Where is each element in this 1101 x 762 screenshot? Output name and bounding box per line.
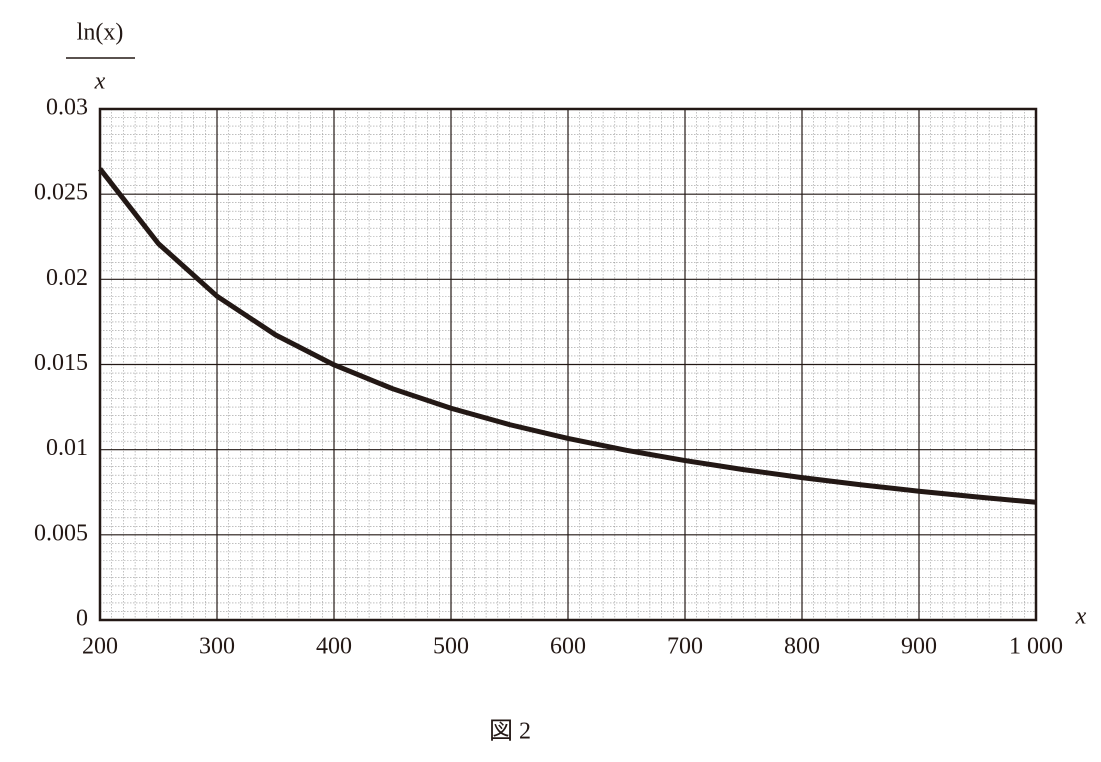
x-tick-label: 800 (784, 634, 820, 660)
x-tick-label: 700 (667, 634, 703, 660)
y-tick-label: 0.01 (46, 435, 88, 461)
caption: 図 2 (489, 719, 531, 745)
x-tick-label: 1 000 (1009, 634, 1063, 660)
y-tick-label: 0.02 (46, 265, 88, 291)
x-tick-label: 500 (433, 634, 469, 660)
y-tick-label: 0.03 (46, 95, 88, 121)
y-tick-label: 0.005 (34, 520, 88, 546)
y-tick-label: 0.015 (34, 350, 88, 376)
x-tick-label: 200 (82, 634, 118, 660)
y-tick-label: 0 (76, 606, 88, 632)
y-label-denominator: x (94, 69, 106, 95)
plot-frame (98, 107, 1038, 622)
x-tick-label: 300 (199, 634, 235, 660)
x-tick-label: 900 (901, 634, 937, 660)
y-tick-label: 0.025 (34, 180, 88, 206)
x-label: x (1075, 604, 1087, 630)
y-label-numerator: ln(x) (77, 20, 124, 46)
line (98, 167, 1037, 505)
x-tick-label: 600 (550, 634, 586, 660)
x-tick-label: 400 (316, 634, 352, 660)
